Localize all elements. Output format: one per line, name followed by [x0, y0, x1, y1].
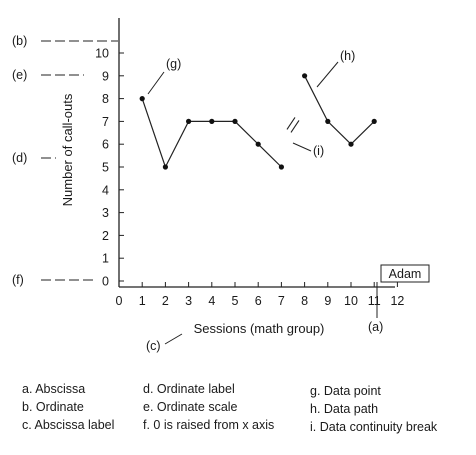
x-tick-label: 2	[162, 294, 169, 308]
x-tick-label: 10	[344, 294, 358, 308]
x-tick-label: 6	[255, 294, 262, 308]
x-tick-label: 8	[301, 294, 308, 308]
x-tick-label: 1	[139, 294, 146, 308]
data-path-line	[304, 75, 375, 146]
data-point	[209, 118, 215, 124]
callout-d-label: (d)	[12, 151, 27, 165]
callout-a-label: (a)	[368, 320, 383, 334]
data-point	[186, 118, 192, 124]
legend-key-column-2: d. Ordinate label e. Ordinate scale f. 0…	[143, 380, 274, 434]
data-point	[302, 73, 308, 79]
legend-key-item: d. Ordinate label	[143, 382, 235, 396]
data-point	[139, 96, 145, 102]
callout-e-label: (e)	[12, 68, 27, 82]
participant-label: Adam	[389, 267, 422, 281]
y-tick-label: 4	[102, 183, 109, 197]
data-path-line	[141, 98, 282, 169]
y-tick-label: 9	[102, 69, 109, 83]
callout-i-label: (i)	[313, 144, 324, 158]
legend-key-item: h. Data path	[310, 402, 379, 416]
callout-c-leader	[164, 333, 183, 345]
callout-g-label: (g)	[166, 57, 181, 71]
y-tick-label: 0	[102, 275, 109, 289]
legend-key-item: e. Ordinate scale	[143, 400, 238, 414]
data-point	[255, 141, 261, 147]
callout-f-label: (f)	[12, 273, 24, 287]
callout-i-leader	[292, 142, 312, 152]
line-chart: Number of call-outs Sessions (math group)…	[12, 18, 430, 353]
callout-c-label: (c)	[146, 339, 161, 353]
y-tick-label: 5	[102, 161, 109, 175]
data-point	[325, 118, 331, 124]
data-point	[162, 164, 168, 170]
y-tick-label: 2	[102, 229, 109, 243]
x-tick-label: 4	[208, 294, 215, 308]
participant-label-box	[380, 264, 430, 283]
callout-b-label: (b)	[12, 34, 27, 48]
legend-key-item: c. Abscissa label	[22, 418, 115, 432]
x-tick-label: 11	[368, 294, 381, 308]
data-point	[278, 164, 284, 170]
x-axis-title: Sessions (math group)	[194, 321, 325, 336]
y-tick-label: 1	[102, 252, 109, 266]
callout-h-label: (h)	[340, 49, 355, 63]
legend-key-item: b. Ordinate	[22, 400, 84, 414]
callout-h-leader	[316, 61, 339, 88]
legend-key-column-1: a. Abscissa b. Ordinate c. Abscissa labe…	[22, 380, 114, 434]
x-tick-label: 9	[324, 294, 331, 308]
y-axis-title: Number of call-outs	[60, 93, 75, 206]
y-tick-label: 7	[102, 115, 109, 129]
continuity-break-mark	[286, 117, 296, 130]
data-point	[348, 141, 354, 147]
y-tick-label: 8	[102, 92, 109, 106]
x-tick-label: 3	[185, 294, 192, 308]
legend-key-item: f. 0 is raised from x axis	[143, 418, 275, 432]
y-tick-label: 6	[102, 138, 109, 152]
x-tick-label: 0	[116, 294, 123, 308]
x-tick-label: 7	[278, 294, 285, 308]
x-tick-label: 12	[390, 294, 404, 308]
data-point	[371, 118, 377, 124]
y-tick-label: 10	[95, 47, 109, 61]
y-tick-label: 3	[102, 206, 109, 220]
legend-key-column-3: g. Data point h. Data path i. Data conti…	[310, 382, 437, 436]
legend-key-item: a. Abscissa	[22, 382, 86, 396]
data-point	[232, 118, 238, 124]
callout-g-leader	[147, 71, 165, 95]
continuity-break-mark	[290, 120, 300, 133]
legend-key-item: i. Data continuity break	[310, 420, 438, 434]
x-tick-label: 5	[232, 294, 239, 308]
legend-key-item: g. Data point	[310, 384, 381, 398]
